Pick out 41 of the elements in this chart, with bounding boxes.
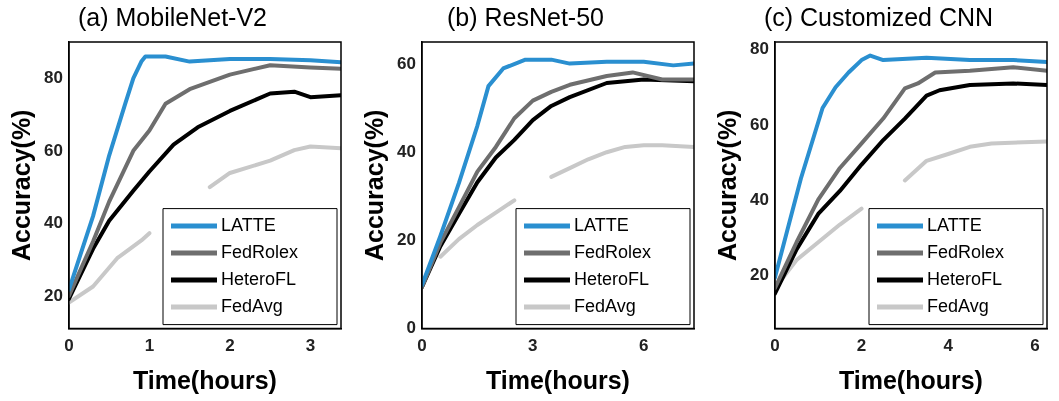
legend-label: HeteroFL [574, 269, 650, 290]
y-tick-label: 60 [749, 114, 769, 134]
chart-title: (c) Customized CNN [763, 2, 994, 31]
legend-label: FedAvg [927, 296, 989, 317]
x-tick-label: 3 [305, 336, 316, 356]
legend-label: FedAvg [574, 296, 636, 317]
y-axis-title: Accuracy(%) [6, 109, 35, 262]
x-tick-label: 3 [528, 336, 538, 356]
y-tick-label: 20 [43, 285, 63, 305]
legend-label: LATTE [221, 215, 276, 236]
y-tick-label: 20 [749, 265, 769, 285]
y-tick-label: 40 [749, 190, 769, 210]
y-tick-label: 40 [43, 213, 63, 233]
y-axis-title: Accuracy(%) [712, 109, 741, 262]
x-tick-label: 4 [943, 336, 954, 356]
y-tick-label: 0 [406, 318, 416, 338]
x-tick-label: 1 [144, 336, 155, 356]
y-axis-title: Accuracy(%) [359, 109, 388, 262]
chart-title: (a) MobileNet-V2 [78, 2, 267, 31]
y-tick-label: 60 [396, 53, 416, 73]
legend-label: FedRolex [221, 242, 299, 263]
y-tick-label: 20 [396, 230, 416, 250]
legend-label: LATTE [927, 215, 982, 236]
x-axis-title: Time(hours) [485, 365, 630, 394]
y-tick-label: 40 [396, 141, 416, 161]
x-tick-label: 6 [1030, 336, 1040, 356]
y-tick-label: 60 [43, 140, 63, 160]
legend-label: LATTE [574, 215, 629, 236]
chart-title: (b) ResNet-50 [447, 2, 604, 31]
x-tick-label: 2 [225, 336, 235, 356]
legend-label: HeteroFL [221, 269, 297, 290]
legend-label: FedRolex [574, 242, 652, 263]
y-tick-label: 80 [43, 67, 63, 87]
x-tick-label: 2 [856, 336, 867, 356]
legend-label: FedRolex [927, 242, 1005, 263]
y-tick-label: 80 [749, 39, 769, 59]
legend-label: FedAvg [221, 296, 283, 317]
x-axis-title: Time(hours) [132, 365, 277, 394]
legend-label: HeteroFL [927, 269, 1003, 290]
x-axis-title: Time(hours) [838, 365, 983, 394]
x-tick-label: 6 [638, 336, 649, 356]
